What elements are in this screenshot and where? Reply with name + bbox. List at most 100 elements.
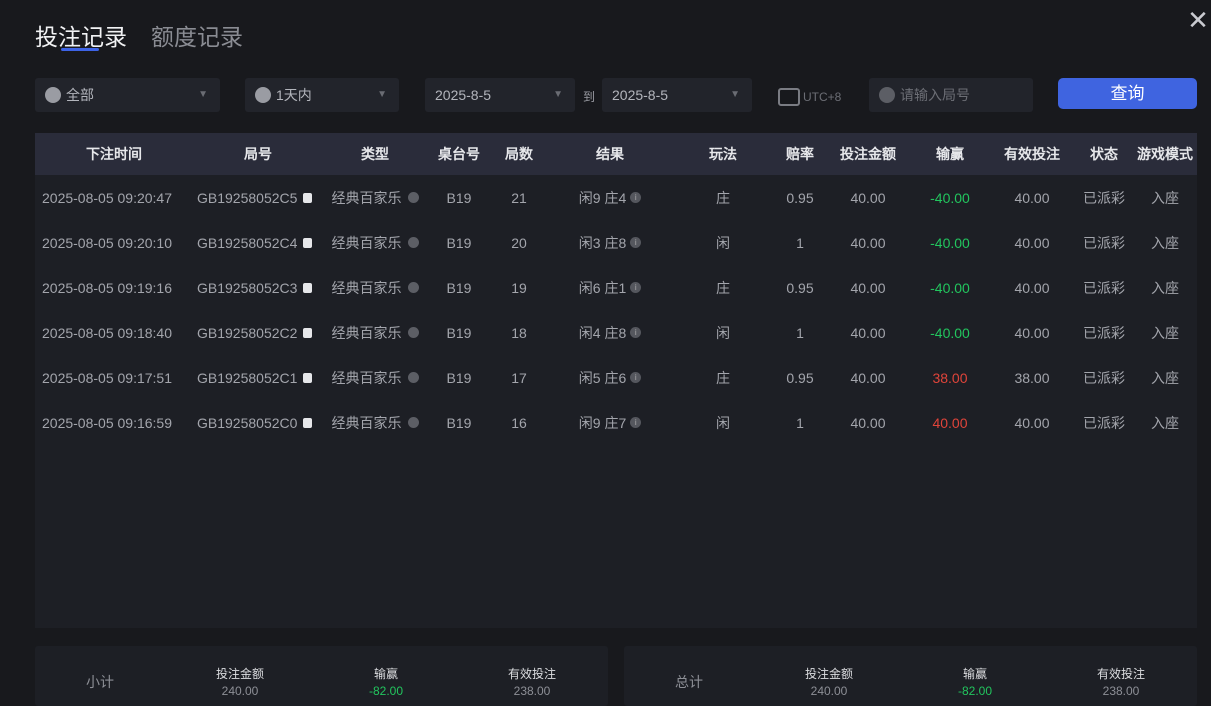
subtotal-winloss-label: 输赢 [373, 667, 398, 681]
status-text: 已派彩 [1083, 414, 1125, 431]
odds-text: 0.95 [786, 369, 814, 386]
cell-game-type: 经典百家乐 [300, 265, 450, 310]
cell-valid-bet: 38.00 [957, 355, 1107, 400]
round-input-placeholder: 请输入局号 [900, 87, 970, 103]
cell-table-no: B19 [384, 355, 534, 400]
total-amount-label: 投注金额 [804, 667, 853, 681]
clock-icon [255, 87, 271, 103]
info-icon[interactable]: i [630, 282, 642, 293]
valid-bet-text: 40.00 [1014, 279, 1050, 296]
cell-bet-time: 2025-08-05 09:20:10 [42, 220, 192, 265]
round-number-input[interactable]: 请输入局号 [869, 78, 1033, 112]
total-label: 总计 [675, 674, 703, 690]
odds-text: 0.95 [786, 189, 814, 206]
total-panel: 总计 投注金额 240.00 输赢 -82.00 有效投注 238.00 [624, 646, 1197, 706]
bet-time-text: 2025-08-05 09:16:59 [42, 414, 172, 431]
cell-game-mode: 入座 [1090, 400, 1211, 445]
cell-table-no: B19 [384, 310, 534, 355]
date-to-select[interactable]: 2025-8-5 ▼ [602, 78, 752, 112]
cell-win-loss: -40.00 [875, 310, 1025, 355]
copy-icon[interactable] [303, 237, 313, 248]
round-count-text: 18 [511, 324, 527, 341]
cell-result: 闲9 庄7 i [535, 400, 685, 445]
info-icon[interactable]: i [630, 417, 642, 428]
cell-odds: 1 [725, 310, 875, 355]
cell-game-mode: 入座 [1090, 220, 1211, 265]
game-type-text: 经典百家乐 [331, 369, 402, 386]
cell-round-count: 16 [444, 400, 594, 445]
header-bet-time: 下注时间 [86, 146, 142, 162]
tab-bet-records[interactable]: 投注记录 [35, 24, 127, 50]
cell-odds: 0.95 [725, 175, 875, 220]
round-id-text: GB19258052C3 [197, 279, 298, 296]
bet-amount-text: 40.00 [850, 189, 886, 206]
table-row: 2025-08-05 09:20:47 GB19258052C5 经典百家乐 B19 2… [35, 175, 1197, 220]
cell-table-no: B19 [384, 400, 534, 445]
game-type-indicator-icon [407, 417, 419, 428]
subtotal-label: 小计 [86, 674, 114, 690]
period-select[interactable]: 1天内 ▼ [245, 78, 399, 112]
tab-credit-records[interactable]: 额度记录 [151, 24, 243, 50]
win-loss-text: 38.00 [932, 369, 968, 386]
timezone-label: UTC+8 [803, 90, 842, 104]
cell-bet-amount: 40.00 [793, 265, 943, 310]
cell-game-type: 经典百家乐 [300, 175, 450, 220]
bet-type-text: 闲 [716, 414, 730, 431]
timezone[interactable]: UTC+8 [778, 88, 841, 106]
cell-bet-time: 2025-08-05 09:17:51 [42, 355, 192, 400]
status-text: 已派彩 [1083, 279, 1125, 296]
cell-valid-bet: 40.00 [957, 265, 1107, 310]
game-select[interactable]: 全部 ▼ [35, 78, 220, 112]
spade-icon [45, 87, 61, 103]
info-icon[interactable]: i [630, 372, 642, 383]
cell-game-mode: 入座 [1090, 265, 1211, 310]
cell-round-count: 17 [444, 355, 594, 400]
table-row: 2025-08-05 09:18:40 GB19258052C2 经典百家乐 B19 1… [35, 310, 1197, 355]
header-game-type: 类型 [361, 146, 389, 162]
info-icon[interactable]: i [630, 192, 642, 203]
info-icon[interactable]: i [630, 327, 642, 338]
bet-records-table: 下注时间 局号 类型 桌台号 局数 结果 玩法 赔率 投注金额 输赢 有效投注 状态 游戏模式 2025… [35, 133, 1197, 628]
cell-round-count: 19 [444, 265, 594, 310]
query-button[interactable]: 查询 [1058, 78, 1197, 109]
cell-round-id: GB19258052C4 [197, 220, 347, 265]
copy-icon[interactable] [303, 192, 313, 203]
date-from-select[interactable]: 2025-8-5 ▼ [425, 78, 575, 112]
copy-icon[interactable] [303, 282, 313, 293]
round-id-text: GB19258052C1 [197, 369, 298, 386]
copy-icon[interactable] [303, 327, 313, 338]
cell-bet-amount: 40.00 [793, 355, 943, 400]
total-winloss: -82.00 [957, 684, 993, 698]
calendar-clock-icon [778, 88, 800, 106]
cell-bet-time: 2025-08-05 09:18:40 [42, 310, 192, 355]
table-row: 2025-08-05 09:17:51 GB19258052C1 经典百家乐 B19 1… [35, 355, 1197, 400]
bet-time-text: 2025-08-05 09:18:40 [42, 324, 172, 341]
cell-bet-type: 闲 [648, 220, 798, 265]
valid-bet-text: 40.00 [1014, 234, 1050, 251]
game-type-text: 经典百家乐 [331, 189, 402, 206]
info-icon[interactable]: i [630, 237, 642, 248]
valid-bet-text: 40.00 [1014, 414, 1050, 431]
period-select-value: 1天内 [276, 87, 312, 103]
result-text: 闲6 庄1 [578, 279, 627, 296]
cell-table-no: B19 [384, 265, 534, 310]
header-result: 结果 [596, 146, 624, 162]
table-row: 2025-08-05 09:16:59 GB19258052C0 经典百家乐 B19 1… [35, 400, 1197, 445]
game-mode-text: 入座 [1151, 279, 1179, 296]
cell-game-type: 经典百家乐 [300, 310, 450, 355]
cell-result: 闲4 庄8 i [535, 310, 685, 355]
copy-icon[interactable] [303, 372, 313, 383]
cell-round-id: GB19258052C1 [197, 355, 347, 400]
close-icon[interactable]: ✕ [1187, 5, 1209, 35]
game-mode-text: 入座 [1151, 414, 1179, 431]
copy-icon[interactable] [303, 417, 313, 428]
game-type-text: 经典百家乐 [331, 234, 402, 251]
subtotal-panel: 小计 投注金额 240.00 输赢 -82.00 有效投注 238.00 [35, 646, 608, 706]
header-table-no: 桌台号 [438, 146, 480, 162]
odds-text: 1 [796, 324, 804, 341]
bet-type-text: 闲 [716, 324, 730, 341]
header-bet-type: 玩法 [709, 146, 737, 162]
round-count-text: 19 [511, 279, 527, 296]
round-id-text: GB19258052C5 [197, 189, 298, 206]
game-type-indicator-icon [407, 372, 419, 383]
